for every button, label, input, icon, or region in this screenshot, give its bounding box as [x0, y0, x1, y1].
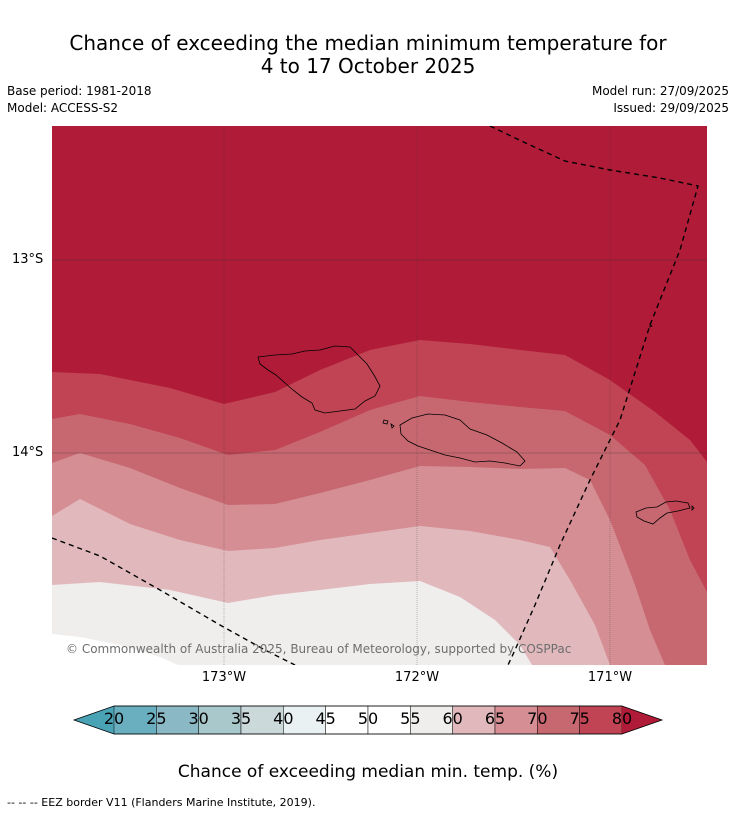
eez-legend-note: -- -- -- EEZ border V11 (Flanders Marine… [7, 796, 316, 809]
colorbar-tick-25: 25 [146, 709, 167, 728]
colorbar-tick-65: 65 [484, 709, 506, 728]
chart-title-line-1: Chance of exceeding the median minimum t… [69, 31, 667, 55]
colorbar-extend-high [622, 706, 662, 734]
chart-title-line-2: 4 to 17 October 2025 [260, 54, 476, 78]
colorbar-tick-75: 75 [569, 709, 590, 728]
coastlines [257, 323, 695, 525]
upolu-island [399, 413, 526, 467]
savaii-island [257, 345, 381, 414]
colorbar-tick-40: 40 [273, 709, 294, 728]
map-panel: © Commonwealth of Australia 2025, Bureau… [52, 126, 707, 665]
colorbar-tick-55: 55 [400, 709, 421, 728]
manua-island [649, 323, 653, 328]
colorbar-cell-55-60 [410, 705, 453, 735]
contour-band-50-55 [52, 634, 178, 665]
colorbar-tick-80: 80 [611, 709, 633, 728]
colorbar-cell-75-80 [579, 705, 623, 735]
lon-label-173w: 173°W [201, 670, 247, 685]
colorbar-tick-70: 70 [527, 709, 548, 728]
colorbar-tick-45: 45 [315, 709, 336, 728]
aunuu-island [691, 505, 695, 511]
model-run: Model run: 27/09/2025 [591, 84, 729, 98]
model-name: Model: ACCESS-S2 [7, 101, 119, 115]
colorbar-cell-20-25 [113, 705, 157, 735]
colorbar-tick-60: 60 [442, 709, 463, 728]
tutuila-island [635, 500, 691, 525]
colorbar-cell-25-30 [156, 705, 199, 735]
colorbar-tick-50: 50 [357, 709, 379, 728]
small-island [382, 419, 389, 425]
colorbar-outline [72, 705, 664, 735]
colorbar-extend-low [74, 706, 114, 734]
colorbar-cell-45-50 [325, 705, 369, 735]
colorbar-tick-35: 35 [230, 709, 252, 728]
colorbar-tick-30: 30 [188, 709, 209, 728]
colorbar-cell-65-70 [494, 705, 538, 735]
colorbar-tick-20: 20 [103, 709, 125, 728]
base-period: Base period: 1981-2018 [7, 84, 152, 98]
issued-date: Issued: 29/09/2025 [613, 101, 729, 115]
eez-border [52, 126, 699, 665]
small-island-2 [390, 423, 395, 429]
colorbar-label: Chance of exceeding median min. temp. (%… [177, 762, 559, 782]
contour-band-55-60 [52, 581, 532, 665]
colorbar-cell-50-55 [367, 705, 411, 735]
copyright-notice: © Commonwealth of Australia 2025, Bureau… [66, 642, 571, 656]
graticule [52, 126, 707, 665]
lat-label-14s: 14°S [12, 445, 44, 460]
lon-label-172w: 172°W [394, 670, 440, 685]
colorbar-cell-60-65 [452, 705, 496, 735]
lon-label-171w: 171°W [587, 670, 633, 685]
lat-label-13s: 13°S [12, 252, 44, 267]
colorbar [72, 705, 664, 735]
